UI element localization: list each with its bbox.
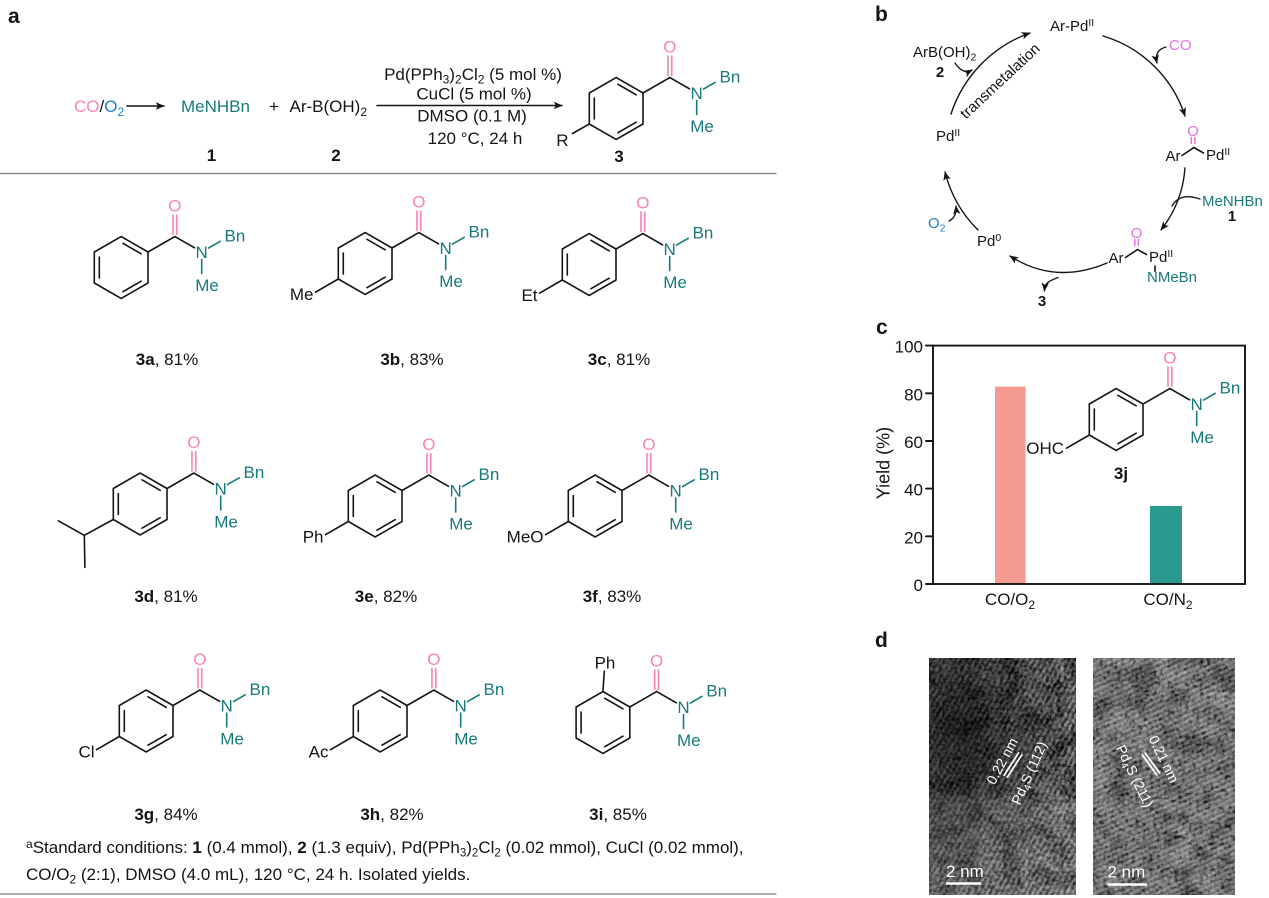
- svg-text:Ph: Ph: [595, 654, 616, 673]
- svg-text:O: O: [1187, 123, 1199, 140]
- svg-text:3c, 81%: 3c, 81%: [588, 350, 650, 369]
- svg-text:Ph: Ph: [303, 528, 324, 547]
- svg-text:60: 60: [904, 433, 923, 452]
- svg-text:NMeBn: NMeBn: [1147, 269, 1197, 286]
- svg-text:OHC: OHC: [1026, 439, 1064, 458]
- svg-text:2: 2: [936, 64, 944, 81]
- svg-text:CuCl (5 mol %): CuCl (5 mol %): [416, 85, 531, 104]
- svg-text:3f, 83%: 3f, 83%: [583, 587, 642, 606]
- svg-text:3a, 81%: 3a, 81%: [136, 350, 198, 369]
- svg-text:CO/O2: CO/O2: [74, 97, 124, 119]
- svg-text:CO/N2: CO/N2: [1143, 590, 1193, 612]
- svg-text:Me: Me: [290, 285, 314, 304]
- svg-text:PdII: PdII: [936, 127, 960, 145]
- svg-text:20: 20: [904, 528, 923, 547]
- svg-text:1: 1: [207, 146, 216, 165]
- svg-text:Ac: Ac: [309, 743, 329, 762]
- svg-text:Cl: Cl: [78, 743, 94, 762]
- svg-text:MeNHBn: MeNHBn: [181, 97, 250, 116]
- svg-text:CO/O2: CO/O2: [985, 590, 1035, 612]
- svg-text:Ar-B(OH)2: Ar-B(OH)2: [290, 97, 368, 119]
- svg-text:2 nm: 2 nm: [1108, 863, 1146, 882]
- svg-text:3i, 85%: 3i, 85%: [589, 805, 647, 824]
- svg-text:3j: 3j: [1114, 464, 1128, 483]
- svg-text:3d, 81%: 3d, 81%: [134, 587, 197, 606]
- svg-text:40: 40: [904, 481, 923, 500]
- svg-text:3h, 82%: 3h, 82%: [360, 805, 423, 824]
- svg-text:Ar: Ar: [1166, 148, 1181, 165]
- svg-text:0: 0: [914, 576, 923, 595]
- svg-text:3g, 84%: 3g, 84%: [134, 805, 197, 824]
- svg-text:O: O: [1131, 225, 1143, 242]
- svg-text:Pd(PPh3)2Cl2 (5 mol %): Pd(PPh3)2Cl2 (5 mol %): [384, 65, 562, 87]
- svg-text:DMSO (0.1 M): DMSO (0.1 M): [417, 107, 527, 126]
- svg-text:80: 80: [904, 385, 923, 404]
- svg-text:3e, 82%: 3e, 82%: [355, 587, 417, 606]
- svg-text:CO/O2 (2:1), DMSO (4.0 mL), 12: CO/O2 (2:1), DMSO (4.0 mL), 120 °C, 24 h…: [26, 865, 470, 887]
- svg-text:MeNHBn: MeNHBn: [1202, 193, 1263, 210]
- svg-text:PdII: PdII: [1206, 146, 1230, 164]
- svg-text:Et: Et: [521, 286, 537, 305]
- svg-text:100: 100: [895, 338, 923, 357]
- svg-text:Yield (%): Yield (%): [874, 427, 894, 499]
- svg-text:+: +: [269, 97, 279, 116]
- svg-text:MeO: MeO: [507, 528, 544, 547]
- svg-text:d: d: [875, 629, 888, 652]
- svg-text:120 °C, 24 h: 120 °C, 24 h: [428, 129, 523, 148]
- svg-text:Pd0: Pd0: [977, 232, 1001, 250]
- svg-text:R: R: [556, 131, 568, 150]
- svg-text:2: 2: [331, 146, 340, 165]
- svg-text:1: 1: [1228, 208, 1236, 225]
- svg-text:c: c: [876, 316, 888, 339]
- svg-text:2 nm: 2 nm: [946, 862, 984, 881]
- svg-text:aStandard conditions: 1 (0.4 m: aStandard conditions: 1 (0.4 mmol), 2 (1…: [26, 837, 744, 860]
- svg-text:CO: CO: [1169, 37, 1192, 54]
- svg-text:3: 3: [614, 147, 623, 166]
- svg-text:Ar: Ar: [1109, 250, 1124, 267]
- svg-text:PdII: PdII: [1149, 248, 1173, 266]
- svg-text:3: 3: [1038, 293, 1046, 310]
- svg-text:a: a: [8, 5, 20, 28]
- svg-text:ArB(OH)2: ArB(OH)2: [913, 44, 977, 64]
- svg-text:3b, 83%: 3b, 83%: [380, 350, 443, 369]
- svg-text:Ar-PdII: Ar-PdII: [1050, 17, 1094, 35]
- svg-text:b: b: [875, 3, 888, 26]
